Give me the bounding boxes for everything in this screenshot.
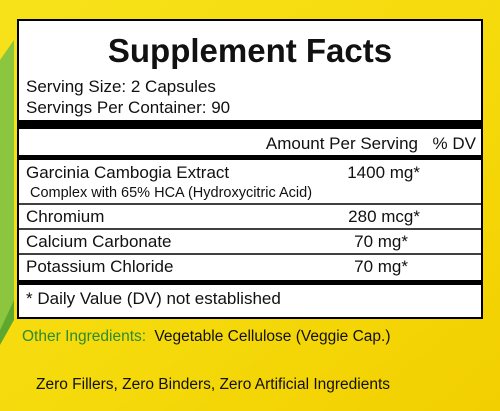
- thick-rule: [18, 280, 482, 285]
- facts-box: [17, 19, 483, 319]
- ingredient-amount: 70 mg*: [354, 232, 408, 251]
- tagline: Zero Fillers, Zero Binders, Zero Artific…: [36, 376, 390, 393]
- other-ingredients: Other Ingredients: Vegetable Cellulose (…: [22, 328, 391, 345]
- green-accent: [0, 40, 14, 330]
- ingredient-name: Potassium Chloride: [26, 257, 173, 276]
- title: Supplement Facts: [108, 32, 392, 69]
- column-header: Amount Per Serving: [266, 134, 418, 153]
- ingredient-amount: 280 mcg*: [348, 207, 420, 226]
- ingredient-name: Chromium: [26, 207, 104, 226]
- ingredient-name: Calcium Carbonate: [26, 232, 172, 251]
- ingredient-name: Garcinia Cambogia Extract: [26, 163, 229, 182]
- column-header: % DV: [433, 134, 477, 153]
- serving-size: Serving Size: 2 Capsules: [26, 77, 216, 96]
- thick-rule: [18, 155, 482, 160]
- servings-per-container: Servings Per Container: 90: [26, 98, 230, 117]
- ingredient-note: Complex with 65% HCA (Hydroxycitric Acid…: [30, 185, 312, 201]
- ingredient-amount: 1400 mg*: [347, 163, 420, 182]
- thick-rule: [18, 120, 482, 129]
- other-ingredients-text: Vegetable Cellulose (Veggie Cap.): [154, 328, 390, 345]
- ingredient-amount: 70 mg*: [354, 257, 408, 276]
- green-accent-dark: [0, 300, 14, 345]
- other-ingredients-label: Other Ingredients:: [22, 328, 146, 345]
- footnote: * Daily Value (DV) not established: [26, 289, 281, 308]
